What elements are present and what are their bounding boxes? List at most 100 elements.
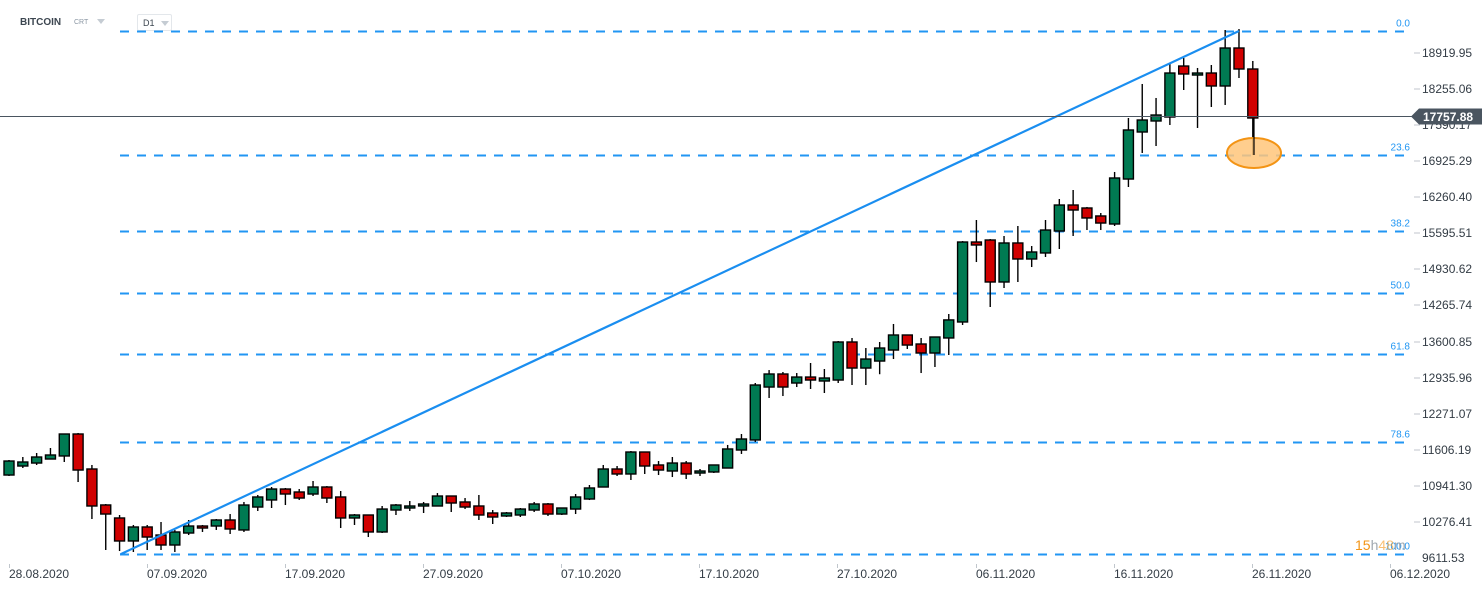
candle[interactable] [210, 519, 223, 530]
candle[interactable] [998, 235, 1010, 289]
candle[interactable] [1108, 171, 1121, 227]
candle[interactable] [348, 514, 361, 525]
y-axis-tick: 12271.07 [1414, 407, 1472, 421]
candle[interactable] [887, 323, 900, 360]
candle[interactable] [238, 501, 250, 532]
fib-level-0.0[interactable]: 0.0 [120, 19, 1410, 33]
candle[interactable] [652, 461, 665, 476]
candle[interactable] [956, 241, 969, 326]
candle[interactable] [943, 314, 955, 356]
candle[interactable] [873, 341, 886, 375]
candle[interactable] [1039, 219, 1052, 257]
candle[interactable] [86, 464, 98, 520]
symbol-label[interactable]: BITCOIN [20, 17, 62, 28]
candle[interactable] [58, 433, 70, 462]
candle[interactable] [1164, 62, 1176, 125]
candle[interactable] [583, 484, 596, 501]
fib-level-100.0[interactable]: 100.0 [120, 542, 1410, 556]
candle[interactable] [431, 493, 444, 507]
candle[interactable] [1053, 198, 1066, 250]
candle[interactable] [804, 362, 817, 389]
candle[interactable] [1233, 29, 1245, 79]
candle[interactable] [1122, 117, 1135, 188]
candle[interactable] [1205, 64, 1218, 107]
candle[interactable] [1136, 83, 1148, 153]
candle[interactable] [113, 515, 126, 552]
candle[interactable] [1095, 212, 1107, 231]
candle[interactable] [860, 348, 872, 386]
fib-level-61.8[interactable]: 61.8 [120, 342, 1410, 356]
candle[interactable] [44, 448, 57, 460]
candle[interactable] [542, 503, 554, 516]
candle[interactable] [473, 494, 485, 520]
instrument-dropdown-caret-icon[interactable] [97, 19, 105, 24]
candle[interactable] [279, 487, 292, 506]
candle[interactable] [791, 373, 803, 388]
candle[interactable] [100, 503, 112, 550]
candle[interactable] [569, 494, 582, 515]
candle[interactable] [72, 432, 84, 483]
candle[interactable] [680, 461, 692, 480]
candle[interactable] [832, 341, 844, 384]
candle[interactable] [404, 501, 416, 511]
candle[interactable] [321, 486, 333, 504]
candle[interactable] [1067, 189, 1079, 236]
trendline[interactable] [120, 30, 1240, 556]
candle[interactable] [597, 464, 609, 488]
candle[interactable] [487, 510, 499, 525]
candle[interactable] [1177, 57, 1190, 91]
candle[interactable] [901, 334, 913, 349]
candle[interactable] [929, 336, 941, 368]
candle[interactable] [169, 529, 181, 552]
candle[interactable] [362, 514, 375, 538]
candle[interactable] [459, 498, 471, 510]
instrument-type-label[interactable]: CRT [74, 19, 89, 26]
candle[interactable] [390, 503, 402, 516]
candle[interactable] [625, 450, 637, 481]
fib-level-78.6[interactable]: 78.6 [120, 430, 1410, 444]
candle[interactable] [611, 466, 623, 476]
candle[interactable] [818, 369, 831, 393]
candle[interactable] [1081, 206, 1093, 231]
candle[interactable] [777, 371, 789, 397]
candle[interactable] [721, 444, 734, 469]
candle[interactable] [252, 494, 264, 511]
candle[interactable] [639, 451, 651, 474]
candle[interactable] [30, 452, 43, 465]
candle[interactable] [376, 505, 388, 534]
fib-level-23.6[interactable]: 23.6 [120, 143, 1410, 157]
candle[interactable] [749, 383, 761, 442]
candle[interactable] [196, 524, 209, 532]
candle[interactable] [970, 219, 983, 263]
candle[interactable] [1150, 97, 1162, 146]
candle[interactable] [293, 489, 305, 500]
candle[interactable] [307, 480, 319, 497]
candle[interactable] [735, 434, 748, 454]
candle[interactable] [224, 514, 236, 534]
candle[interactable] [694, 468, 706, 476]
candle[interactable] [514, 508, 527, 518]
candle[interactable] [445, 495, 457, 513]
candle[interactable] [1219, 30, 1231, 105]
candle[interactable] [1012, 226, 1024, 282]
candle[interactable] [528, 501, 540, 513]
fib-level-38.2[interactable]: 38.2 [120, 219, 1410, 233]
candle[interactable] [265, 487, 278, 509]
candle[interactable] [846, 337, 858, 386]
candle[interactable] [915, 337, 927, 374]
candle[interactable] [666, 457, 679, 478]
candle[interactable] [334, 491, 347, 529]
candle[interactable] [17, 457, 29, 469]
candle[interactable] [1025, 246, 1038, 268]
candle[interactable] [141, 524, 153, 550]
fib-level-50.0[interactable]: 50.0 [120, 281, 1410, 295]
candle[interactable] [763, 370, 775, 398]
candle[interactable] [500, 512, 513, 518]
candle[interactable] [417, 501, 430, 513]
candle[interactable] [984, 239, 996, 308]
candle[interactable] [708, 464, 720, 474]
candle[interactable] [556, 507, 568, 516]
candle[interactable] [1191, 67, 1204, 128]
candle[interactable] [3, 459, 15, 476]
